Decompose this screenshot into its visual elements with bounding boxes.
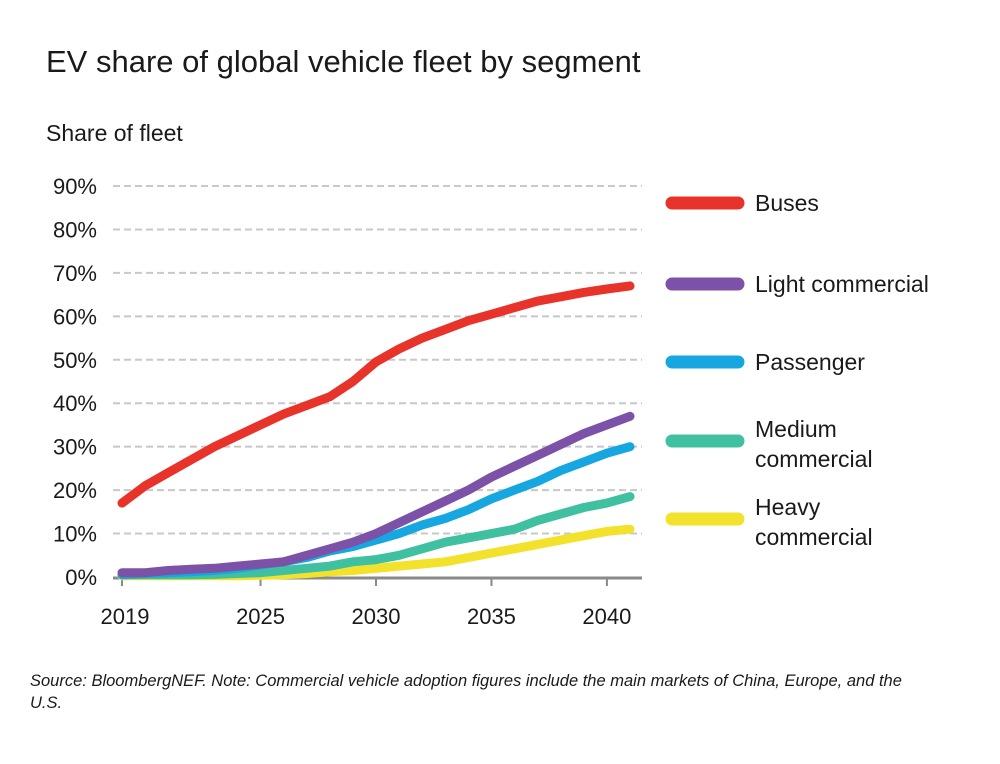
legend-label-line: commercial <box>755 446 873 472</box>
y-tick-label: 20% <box>53 478 97 503</box>
y-tick-label: 0% <box>65 565 97 590</box>
y-tick-label: 70% <box>53 261 97 286</box>
series-line-light-commercial <box>117 411 635 578</box>
legend-label-medium-commercial: Medium commercial <box>755 416 873 472</box>
y-tick-label: 90% <box>53 174 97 199</box>
y-tick-labels: 0% 10% 20% 30% 40% 50% 60% 70% 80% 90% <box>53 174 97 590</box>
legend-label-line: Passenger <box>755 349 865 375</box>
line-chart: 0%10%20%30%40%50%60%70%80%90% 2019 2025 20… <box>53 174 929 629</box>
y-tick-label: 30% <box>53 435 97 460</box>
series-line-buses <box>117 281 635 508</box>
y-tick-label: 50% <box>53 348 97 373</box>
source-note: Source: BloombergNEF. Note: Commercial v… <box>30 672 902 712</box>
x-tick-label: 2035 <box>467 604 516 629</box>
y-tick-label: 10% <box>53 522 97 547</box>
legend-label-light-commercial: Light commercial <box>755 271 929 297</box>
x-tick-label: 2025 <box>236 604 285 629</box>
y-tick-label: 60% <box>53 304 97 329</box>
legend-label-line: Heavy <box>755 494 821 520</box>
y-tick-label: 40% <box>53 391 97 416</box>
legend: Buses Light commercial Passenger Medium comm… <box>665 190 929 550</box>
x-tick-label: 2019 <box>101 604 150 629</box>
x-tick-label: 2030 <box>352 604 401 629</box>
legend-label-line: Buses <box>755 190 819 216</box>
chart-title: EV share of global vehicle fleet by segm… <box>46 44 641 79</box>
series-lines <box>117 281 635 581</box>
x-tick-label: 2040 <box>582 604 631 629</box>
gridlines <box>113 185 642 535</box>
legend-label-passenger: Passenger <box>755 349 865 375</box>
legend-label-buses: Buses <box>755 190 819 216</box>
legend-label-line: Medium <box>755 416 837 442</box>
y-tick-label: 80% <box>53 217 97 242</box>
x-tick-labels: 2019 2025 2030 2035 2040 <box>101 604 632 629</box>
legend-label-line: commercial <box>755 524 873 550</box>
legend-label-line: Light commercial <box>755 271 929 297</box>
legend-label-heavy-commercial: Heavy commercial <box>755 494 873 550</box>
y-axis-label: Share of fleet <box>46 120 183 146</box>
